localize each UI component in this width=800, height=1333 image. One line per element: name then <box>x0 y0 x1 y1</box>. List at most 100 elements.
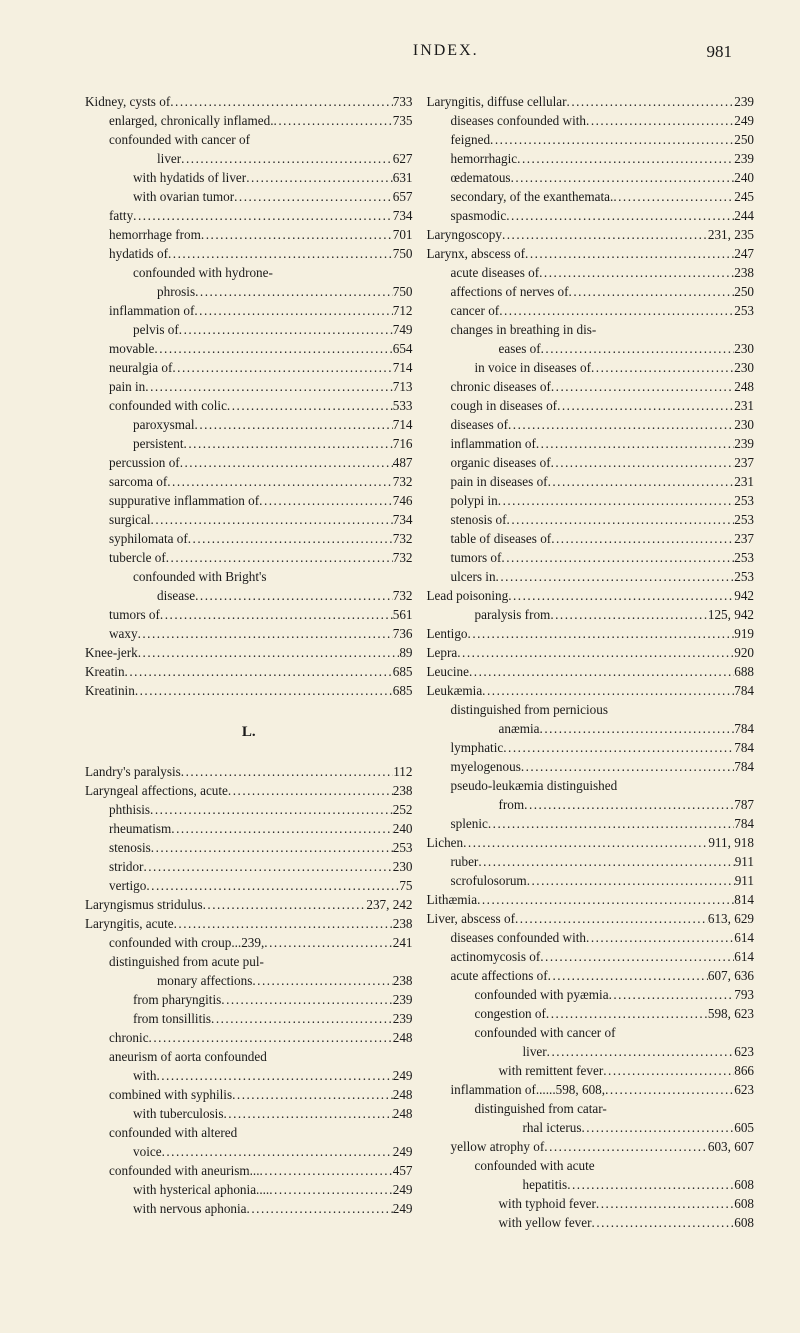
index-entry: pain in diseases of 231 <box>427 472 755 491</box>
index-entry: persistent 716 <box>85 434 413 453</box>
entry-label: Laryngoscopy <box>427 225 502 244</box>
index-entry: hepatitis 608 <box>427 1175 755 1194</box>
entry-label: Lead poisoning <box>427 586 509 605</box>
entry-label: scrofulosorum <box>451 871 527 890</box>
entry-page-number: 253 <box>734 491 754 510</box>
entry-dots <box>135 681 393 700</box>
index-entry: inflammation of 239 <box>427 434 755 453</box>
entry-page-number: 735 <box>393 111 413 130</box>
entry-page-number: 250 <box>734 282 754 301</box>
entry-page-number: 749 <box>393 320 413 339</box>
entry-page-number: 784 <box>734 719 754 738</box>
index-entry: cancer of 253 <box>427 301 755 320</box>
entry-page-number: 238 <box>393 914 413 933</box>
entry-dots <box>586 111 734 130</box>
index-entry: enlarged, chronically inflamed. 735 <box>85 111 413 130</box>
entry-dots <box>151 510 393 529</box>
index-entry: Lithæmia 814 <box>427 890 755 909</box>
entry-page-number: 487 <box>393 453 413 472</box>
entry-page-number: 714 <box>393 415 413 434</box>
entry-label: eases of <box>499 339 541 358</box>
entry-page-number: 736 <box>393 624 413 643</box>
page: INDEX. 981 Kidney, cysts of 733enlarged,… <box>0 0 800 1333</box>
index-entry: phthisis 252 <box>85 800 413 819</box>
index-entry: phrosis 750 <box>85 282 413 301</box>
entry-page-number: 239 <box>734 92 754 111</box>
entry-label: confounded with altered <box>109 1123 237 1142</box>
index-entry: stridor 230 <box>85 857 413 876</box>
index-entry: actinomycosis of 614 <box>427 947 755 966</box>
entry-page-number: 733 <box>393 92 413 111</box>
entry-dots <box>567 92 735 111</box>
entry-label: congestion of <box>475 1004 546 1023</box>
entry-page-number: 249 <box>734 111 754 130</box>
entry-page-number: 814 <box>734 890 754 909</box>
entry-label: Laryngeal affections, acute <box>85 781 228 800</box>
index-entry: scrofulosorum 911 <box>427 871 755 890</box>
entry-dots <box>195 586 393 605</box>
index-entry: Lepra 920 <box>427 643 755 662</box>
entry-page-number: 716 <box>393 434 413 453</box>
entry-dots <box>501 548 734 567</box>
entry-label: diseases of <box>451 415 509 434</box>
entry-label: Knee-jerk <box>85 643 138 662</box>
entry-page-number: 239 <box>393 1009 413 1028</box>
index-entry: tubercle of 732 <box>85 548 413 567</box>
index-entry: changes in breathing in dis- <box>427 320 755 339</box>
entry-label: phrosis <box>157 282 195 301</box>
index-entry: œdematous 240 <box>427 168 755 187</box>
entry-dots <box>149 1028 393 1047</box>
entry-page-number: 253 <box>734 301 754 320</box>
index-entry: percussion of 487 <box>85 453 413 472</box>
index-entry: hemorrhagic 239 <box>427 149 755 168</box>
entry-label: paroxysmal <box>133 415 195 434</box>
entry-label: in voice in diseases of <box>475 358 591 377</box>
index-entry: acute diseases of 238 <box>427 263 755 282</box>
entry-label: Laryngitis, diffuse cellular <box>427 92 567 111</box>
entry-page-number: 750 <box>393 282 413 301</box>
entry-dots <box>246 168 393 187</box>
index-entry: diseases of 230 <box>427 415 755 434</box>
entry-label: Leucine <box>427 662 469 681</box>
entry-label: ulcers in <box>451 567 496 586</box>
entry-page-number: 688 <box>734 662 754 681</box>
entry-label: liver <box>523 1042 547 1061</box>
entry-dots <box>527 871 735 890</box>
entry-dots <box>499 301 734 320</box>
entry-label: inflammation of <box>109 301 194 320</box>
entry-dots <box>166 548 393 567</box>
entry-page-number: 714 <box>393 358 413 377</box>
entry-dots <box>506 206 734 225</box>
entry-label: lymphatic <box>451 738 504 757</box>
index-entry: Leukæmia 784 <box>427 681 755 700</box>
entry-page-number: 685 <box>393 662 413 681</box>
entry-label: diseases confounded with <box>451 928 587 947</box>
entry-dots <box>488 814 734 833</box>
entry-page-number: 248 <box>393 1085 413 1104</box>
entry-label: Laryngitis, acute <box>85 914 174 933</box>
index-entry: pseudo-leukæmia distinguished <box>427 776 755 795</box>
entry-label: sarcoma of <box>109 472 167 491</box>
index-entry: liver 627 <box>85 149 413 168</box>
entry-dots <box>211 1009 393 1028</box>
index-entry: sarcoma of 732 <box>85 472 413 491</box>
entry-label: from pharyngitis <box>133 990 221 1009</box>
entry-label: Lithæmia <box>427 890 478 909</box>
entry-dots <box>463 833 708 852</box>
entry-dots <box>184 434 393 453</box>
entry-page-number: 685 <box>393 681 413 700</box>
entry-page-number: 125, 942 <box>708 605 754 624</box>
entry-label: disease <box>157 586 195 605</box>
index-entry: polypi in 253 <box>427 491 755 510</box>
entry-dots <box>195 282 393 301</box>
entry-dots <box>591 358 734 377</box>
entry-label: yellow atrophy of <box>451 1137 545 1156</box>
entry-page-number: 231, 235 <box>708 225 754 244</box>
index-entry: distinguished from pernicious <box>427 700 755 719</box>
entry-dots <box>521 757 734 776</box>
entry-dots <box>125 662 393 681</box>
entry-page-number: 920 <box>734 643 754 662</box>
entry-label: pseudo-leukæmia distinguished <box>451 776 618 795</box>
entry-page-number: 248 <box>393 1104 413 1123</box>
index-entry: Knee-jerk 89 <box>85 643 413 662</box>
